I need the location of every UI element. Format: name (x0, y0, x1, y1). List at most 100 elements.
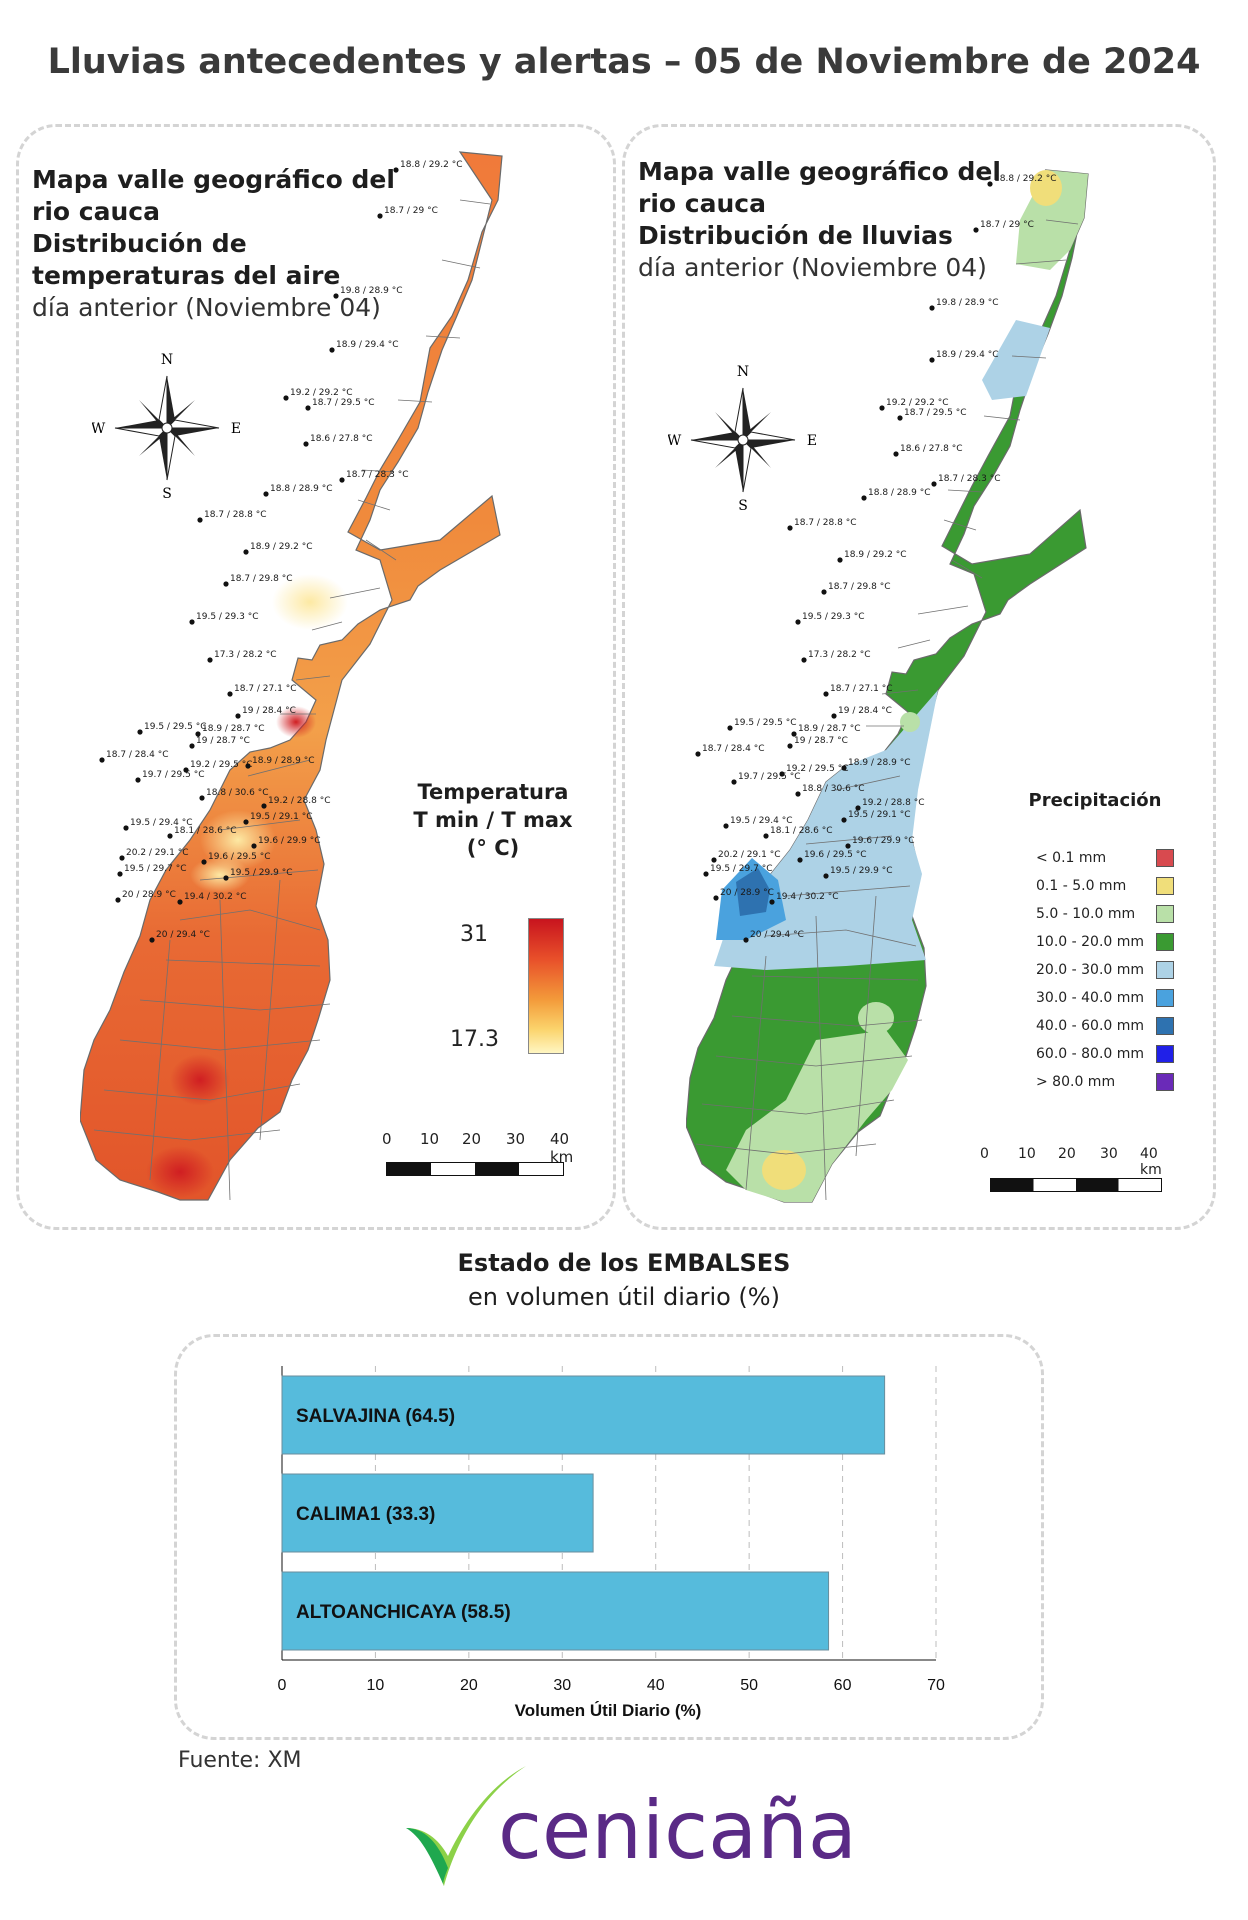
temperature-color-ramp (528, 918, 564, 1054)
station-label: 18.7 / 28.8 °C (794, 518, 856, 528)
station-label: 19.5 / 29.3 °C (196, 612, 258, 622)
station-label: 19.5 / 29.5 °C (144, 722, 206, 732)
rain-legend-item: 30.0 - 40.0 mm (1036, 984, 1196, 1012)
station-marker (795, 791, 801, 797)
rain-legend-swatch (1156, 1017, 1174, 1035)
station-marker (831, 713, 837, 719)
station-marker (245, 763, 251, 769)
x-tick-label: 60 (834, 1677, 852, 1694)
station-label: 19.8 / 28.9 °C (936, 298, 998, 308)
station-label: 18.8 / 28.9 °C (868, 488, 930, 498)
station-marker (303, 441, 309, 447)
station-marker (305, 405, 311, 411)
station-marker (339, 477, 345, 483)
station-marker (243, 549, 249, 555)
station-label: 19.7 / 29.5 °C (738, 772, 800, 782)
temperature-legend-title: Temperatura T min / T max (° C) (413, 780, 573, 860)
station-marker (263, 491, 269, 497)
rain-legend-swatch (1156, 905, 1174, 923)
station-marker (703, 871, 709, 877)
svg-text:N: N (161, 352, 173, 368)
station-label: 19.6 / 29.9 °C (258, 836, 320, 846)
station-label: 19 / 28.4 °C (242, 706, 296, 716)
station-marker (243, 819, 249, 825)
rain-legend-item: 60.0 - 80.0 mm (1036, 1040, 1196, 1068)
scale-bar-left: 0 10 20 30 40 km (382, 1130, 573, 1190)
station-marker (821, 589, 827, 595)
station-label: 19.2 / 29.5 °C (190, 760, 252, 770)
station-marker (189, 619, 195, 625)
station-label: 18.7 / 28.4 °C (106, 750, 168, 760)
chart-bars: SALVAJINA (64.5) CALIMA1 (33.3) ALTOANCHIC… (281, 1375, 886, 1651)
station-label: 19.6 / 29.5 °C (804, 850, 866, 860)
station-label: 20 / 28.9 °C (720, 888, 774, 898)
station-marker (791, 731, 797, 737)
station-marker (695, 751, 701, 757)
station-label: 19.2 / 29.2 °C (290, 388, 352, 398)
svg-text:W: W (92, 421, 106, 437)
station-label: 19.2 / 29.5 °C (786, 764, 848, 774)
x-tick-label: 20 (460, 1677, 478, 1694)
station-label: 19.7 / 29.5 °C (142, 770, 204, 780)
station-marker (195, 731, 201, 737)
rain-legend-swatch (1156, 849, 1174, 867)
rain-legend-swatch (1156, 877, 1174, 895)
station-label: 18.7 / 27.1 °C (234, 684, 296, 694)
voronoi-lines (695, 219, 1079, 1201)
station-label: 18.9 / 29.2 °C (250, 542, 312, 552)
svg-text:E: E (807, 433, 817, 449)
station-marker (801, 657, 807, 663)
svg-text:N: N (737, 364, 749, 380)
station-marker (841, 817, 847, 823)
station-label: 19.2 / 28.8 °C (268, 796, 330, 806)
station-label: 17.3 / 28.2 °C (214, 650, 276, 660)
station-marker (897, 415, 903, 421)
station-marker (713, 895, 719, 901)
x-tick-label: 10 (367, 1677, 385, 1694)
station-label: 19.5 / 29.7 °C (124, 864, 186, 874)
station-marker (743, 937, 749, 943)
temperature-map-panel (16, 124, 616, 1230)
rain-legend-label: 30.0 - 40.0 mm (1036, 990, 1145, 1006)
station-marker (763, 833, 769, 839)
compass-icon: N S E W (667, 364, 817, 514)
station-marker (787, 743, 793, 749)
station-marker (149, 937, 155, 943)
rain-legend-item: < 0.1 mm (1036, 844, 1196, 872)
station-marker (227, 691, 233, 697)
chart-x-axis-label: Volumen Útil Diario (%) (515, 1701, 702, 1720)
station-label: 18.9 / 28.7 °C (798, 724, 860, 734)
station-marker (893, 451, 899, 457)
rain-zone-light-green-spot2 (900, 712, 920, 732)
reservoir-bar-label: CALIMA1 (33.3) (296, 1504, 435, 1525)
station-label: 18.9 / 28.9 °C (252, 756, 314, 766)
rain-legend-label: 10.0 - 20.0 mm (1036, 934, 1145, 950)
rain-legend-swatch (1156, 961, 1174, 979)
svg-text:W: W (668, 433, 682, 449)
rain-legend-label: 40.0 - 60.0 mm (1036, 1018, 1145, 1034)
station-label: 18.8 / 28.9 °C (270, 484, 332, 494)
rain-legend-label: < 0.1 mm (1036, 850, 1107, 866)
rain-legend-label: > 80.0 mm (1036, 1074, 1116, 1090)
compass-rose-left: N S E W (91, 350, 242, 502)
compass-rose-right: N S E W (667, 362, 818, 514)
station-label: 18.7 / 29 °C (384, 206, 438, 216)
rain-zone-yellow (1030, 170, 1062, 206)
reservoir-bar (281, 1571, 830, 1651)
station-marker (929, 305, 935, 311)
rain-legend-item: 5.0 - 10.0 mm (1036, 900, 1196, 928)
valley-outline (80, 151, 503, 1201)
station-label: 19.2 / 28.8 °C (862, 798, 924, 808)
station-label: 18.7 / 27.1 °C (830, 684, 892, 694)
station-label: 18.7 / 29 °C (980, 220, 1034, 230)
station-label: 19.5 / 29.7 °C (710, 864, 772, 874)
station-label: 20 / 28.9 °C (122, 890, 176, 900)
station-marker (845, 843, 851, 849)
station-marker (189, 743, 195, 749)
station-marker (377, 213, 383, 219)
station-label: 19.5 / 29.3 °C (802, 612, 864, 622)
scale-bar-right: 0 10 20 30 40 km (980, 1146, 1180, 1206)
station-marker (861, 495, 867, 501)
station-label: 19.5 / 29.1 °C (848, 810, 910, 820)
station-label: 19.6 / 29.5 °C (208, 852, 270, 862)
